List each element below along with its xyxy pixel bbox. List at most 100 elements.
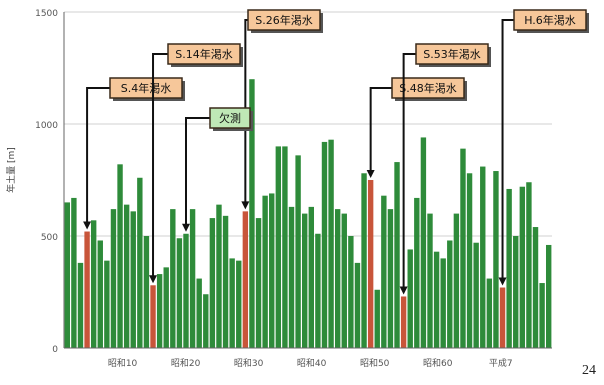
bar: [414, 197, 420, 348]
bar: [334, 209, 341, 348]
callout-box: [209, 107, 251, 129]
callout-box: [513, 9, 587, 31]
leader-line: [244, 19, 248, 204]
leader-line: [86, 87, 110, 224]
drought-callout: S.4年渇水: [83, 77, 185, 230]
x-tick-label: 昭和40: [297, 358, 327, 369]
missing-data-callout: 欠測: [182, 107, 253, 232]
bar: [348, 236, 354, 348]
bar: [110, 209, 117, 348]
callout-box: [415, 43, 489, 65]
callout-label: S.4年渇水: [121, 81, 171, 95]
callout-label: S.26年渇水: [255, 13, 312, 27]
bar: [216, 204, 222, 348]
bar: [84, 231, 90, 348]
bar: [97, 240, 103, 348]
bar: [381, 195, 387, 348]
bar: [64, 202, 70, 348]
callout-label: 欠測: [219, 111, 241, 125]
x-tick-label: 昭和20: [171, 358, 201, 369]
bar: [249, 79, 255, 348]
bar: [341, 213, 347, 348]
bar: [473, 242, 479, 348]
bar: [328, 139, 334, 348]
bar: [526, 182, 532, 348]
bar: [236, 260, 242, 348]
bar: [427, 213, 433, 348]
callout-label: H.6年渇水: [524, 13, 576, 27]
arrowhead: [498, 277, 507, 286]
bars-group: [64, 79, 552, 348]
leader-line: [185, 117, 210, 226]
callouts: S.4年渇水 S.14年渇水 S.26年渇水 S.48年渇水 S.53年渇水 H.6年渇水…: [83, 9, 589, 295]
bar: [242, 211, 249, 348]
drought-callout: S.26年渇水: [241, 9, 323, 210]
bar: [222, 215, 229, 348]
bar: [117, 164, 123, 348]
callout-label: S.14年渇水: [175, 47, 232, 61]
bar: [499, 287, 506, 348]
bar: [170, 209, 176, 348]
bar: [354, 262, 361, 348]
bar: [255, 218, 262, 348]
bar: [137, 177, 143, 348]
bar: [104, 260, 110, 348]
x-tick-label: 平成7: [489, 357, 513, 369]
page-number: 24: [582, 363, 596, 378]
y-tick-label: 500: [41, 233, 58, 243]
bar: [447, 240, 453, 348]
x-tick-label: 昭和60: [423, 358, 453, 369]
arrowhead: [366, 170, 375, 178]
bar: [130, 211, 136, 348]
bar: [387, 209, 394, 348]
bar: [546, 244, 552, 348]
bar: [493, 171, 499, 348]
bar: [513, 236, 519, 348]
bar: [361, 173, 367, 348]
drought-callout: S.48年渇水: [366, 77, 467, 178]
bar: [466, 173, 473, 348]
arrowhead: [182, 223, 190, 232]
bar: [453, 213, 460, 348]
bar: [460, 148, 466, 348]
axes: 0 500 1000 1500 昭和10 昭和20 昭和30 昭和40 昭和50 昭和60 平成7 年…: [5, 9, 552, 369]
bar: [203, 294, 209, 348]
bar: [77, 262, 84, 348]
bar: [209, 218, 216, 348]
callout-label: S.53年渇水: [423, 47, 480, 61]
bar: [229, 258, 235, 348]
bar: [183, 233, 189, 348]
bar: [269, 193, 275, 348]
bar: [189, 209, 196, 348]
bar: [71, 197, 77, 348]
bar: [400, 296, 407, 348]
y-tick-label: 1500: [35, 9, 58, 19]
bar: [440, 258, 446, 348]
bar: [407, 249, 413, 348]
bar: [394, 162, 400, 348]
bar: [282, 146, 288, 348]
callout-label: S.48年渇水: [399, 81, 456, 95]
bar: [302, 213, 308, 348]
bar: [163, 267, 169, 348]
leader-line: [152, 53, 168, 278]
bar: [143, 236, 150, 348]
bar: [519, 186, 526, 348]
y-axis-label: 年土量 [m]: [5, 147, 17, 193]
drought-callout: H.6年渇水: [498, 9, 589, 286]
y-tick-label: 0: [52, 345, 58, 355]
bar: [156, 274, 163, 348]
bar: [480, 166, 486, 348]
bar: [321, 141, 328, 348]
arrowhead: [83, 221, 92, 230]
bar: [367, 180, 374, 348]
bar: [308, 206, 314, 348]
callout-box: [247, 9, 321, 31]
bar: [539, 283, 545, 348]
callout-box: [109, 77, 183, 99]
bar: [123, 204, 130, 348]
arrowhead: [241, 201, 250, 210]
bar: [374, 289, 380, 348]
bar: [420, 137, 427, 348]
